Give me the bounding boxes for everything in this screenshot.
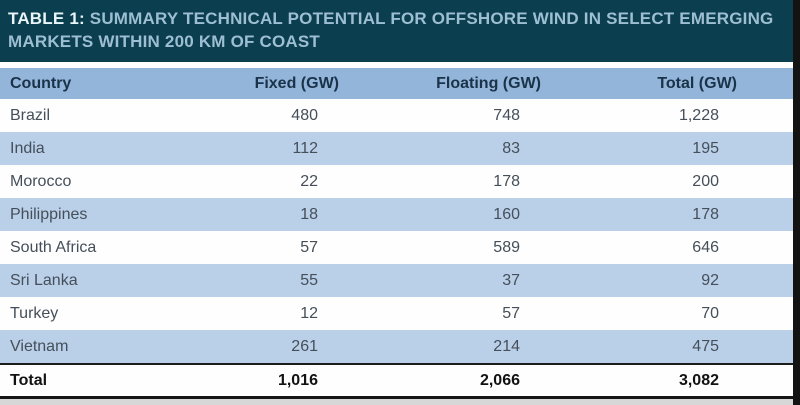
- cell-country: Morocco: [0, 165, 252, 198]
- cell-country: Sri Lanka: [0, 264, 252, 297]
- cell-floating: 178: [340, 165, 542, 198]
- table-row: South Africa 57 589 646: [0, 231, 793, 264]
- column-header-floating: Floating (GW): [340, 68, 542, 99]
- cell-total: 1,228: [542, 99, 793, 132]
- table-row: Brazil 480 748 1,228: [0, 99, 793, 132]
- cell-country: India: [0, 132, 252, 165]
- cell-country: Brazil: [0, 99, 252, 132]
- cell-floating: 57: [340, 297, 542, 330]
- table-body: Brazil 480 748 1,228 India 112 83 195 Morocco 22 1…: [0, 99, 793, 364]
- table-header-row: Country Fixed (GW) Floating (GW) Total (…: [0, 68, 793, 99]
- table-total-row: Total 1,016 2,066 3,082: [0, 363, 793, 399]
- cell-total: 200: [542, 165, 793, 198]
- cell-floating: 589: [340, 231, 542, 264]
- table-caption-line2: MARKETS WITHIN 200 KM OF COAST: [8, 32, 321, 51]
- table-row: Philippines 18 160 178: [0, 198, 793, 231]
- cell-floating: 37: [340, 264, 542, 297]
- total-row-floating-value: 2,066: [340, 363, 542, 399]
- cell-country: Vietnam: [0, 330, 252, 364]
- table-title-bar: TABLE 1: SUMMARY TECHNICAL POTENTIAL FOR…: [0, 0, 793, 62]
- cell-floating: 83: [340, 132, 542, 165]
- column-header-total: Total (GW): [542, 68, 793, 99]
- cell-fixed: 57: [252, 231, 340, 264]
- offshore-wind-potential-table: Country Fixed (GW) Floating (GW) Total (…: [0, 68, 793, 399]
- table-caption-line1: SUMMARY TECHNICAL POTENTIAL FOR OFFSHORE…: [89, 9, 774, 28]
- right-edge-strip: [793, 0, 800, 405]
- table-row: Sri Lanka 55 37 92: [0, 264, 793, 297]
- cell-fixed: 55: [252, 264, 340, 297]
- table-row: Turkey 12 57 70: [0, 297, 793, 330]
- cell-total: 475: [542, 330, 793, 364]
- cell-country: Philippines: [0, 198, 252, 231]
- cell-fixed: 112: [252, 132, 340, 165]
- total-row-label: Total: [0, 363, 252, 399]
- table-row: Morocco 22 178 200: [0, 165, 793, 198]
- total-row-total-value: 3,082: [542, 363, 793, 399]
- cell-fixed: 12: [252, 297, 340, 330]
- bottom-gray-strip: [0, 399, 793, 405]
- cell-total: 646: [542, 231, 793, 264]
- total-row-fixed-value: 1,016: [252, 363, 340, 399]
- cell-floating: 160: [340, 198, 542, 231]
- cell-fixed: 261: [252, 330, 340, 364]
- cell-fixed: 22: [252, 165, 340, 198]
- cell-total: 70: [542, 297, 793, 330]
- cell-country: South Africa: [0, 231, 252, 264]
- cell-fixed: 480: [252, 99, 340, 132]
- cell-total: 195: [542, 132, 793, 165]
- table-number-label: TABLE 1:: [8, 9, 85, 28]
- cell-country: Turkey: [0, 297, 252, 330]
- cell-fixed: 18: [252, 198, 340, 231]
- table-row: Vietnam 261 214 475: [0, 330, 793, 364]
- table-row: India 112 83 195: [0, 132, 793, 165]
- column-header-country: Country: [0, 68, 252, 99]
- cell-floating: 748: [340, 99, 542, 132]
- column-header-fixed: Fixed (GW): [252, 68, 340, 99]
- cell-total: 178: [542, 198, 793, 231]
- cell-total: 92: [542, 264, 793, 297]
- cell-floating: 214: [340, 330, 542, 364]
